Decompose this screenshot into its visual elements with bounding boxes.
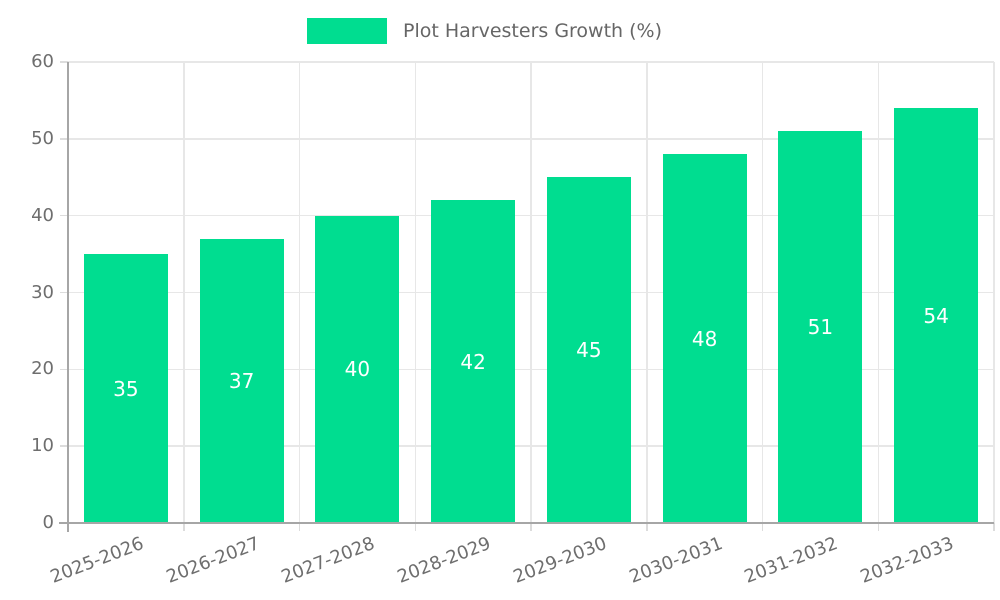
y-tick-label: 40 — [31, 204, 54, 226]
gridline-vertical — [298, 62, 301, 523]
x-tick-label: 2027-2028 — [278, 533, 378, 588]
y-axis-tick — [60, 445, 68, 447]
y-tick-label: 30 — [31, 281, 54, 303]
gridline-vertical — [993, 62, 995, 523]
x-axis-tick — [298, 523, 301, 531]
bar — [83, 254, 168, 523]
x-tick-label: 2031-2032 — [741, 533, 841, 588]
bar — [778, 131, 863, 523]
bar — [662, 154, 747, 523]
bar-value-label: 51 — [807, 315, 834, 340]
gridline-vertical — [414, 62, 416, 523]
x-axis-tick — [993, 523, 995, 531]
x-tick-label: 2030-2031 — [626, 533, 726, 588]
y-tick-label: 0 — [42, 512, 54, 533]
bar-value-label: 35 — [113, 376, 139, 401]
x-tick-label: 2025-2026 — [47, 533, 147, 588]
gridline-vertical — [530, 62, 532, 523]
y-axis-tick — [60, 368, 68, 371]
bar — [894, 108, 979, 523]
bar-value-label: 45 — [576, 338, 602, 363]
bar-value-label: 42 — [460, 349, 486, 374]
y-axis-tick — [60, 214, 68, 217]
bar-value-label: 37 — [228, 368, 255, 393]
y-axis-line — [67, 62, 69, 532]
x-axis-tick — [183, 523, 185, 531]
x-axis-tick — [877, 523, 879, 531]
legend-swatch — [307, 18, 387, 44]
bar — [315, 215, 400, 523]
chart-legend: Plot Harvesters Growth (%) — [307, 18, 662, 44]
gridline-vertical — [183, 62, 185, 523]
y-tick-label: 50 — [31, 127, 54, 149]
bar — [546, 177, 631, 523]
y-tick-label: 10 — [31, 435, 54, 457]
x-tick-label: 2028-2029 — [394, 533, 494, 588]
x-tick-label: 2026-2027 — [163, 533, 263, 588]
bar-value-label: 40 — [344, 357, 371, 382]
gridline-vertical — [877, 62, 879, 523]
x-axis-tick — [646, 523, 648, 531]
x-axis-tick — [530, 523, 532, 531]
y-tick-label: 20 — [31, 358, 54, 380]
x-axis-line — [59, 522, 994, 524]
y-axis-tick — [60, 291, 68, 294]
x-axis-tick — [761, 523, 764, 531]
gridline-vertical — [761, 62, 764, 523]
bar-value-label: 48 — [691, 326, 718, 351]
bar — [431, 200, 516, 523]
x-axis-tick — [414, 523, 416, 531]
gridline-vertical — [646, 62, 648, 523]
bar-value-label: 54 — [923, 303, 949, 328]
bar — [199, 238, 284, 523]
y-axis-tick — [60, 138, 68, 140]
y-axis-tick — [60, 61, 68, 63]
legend-label: Plot Harvesters Growth (%) — [403, 20, 663, 42]
x-tick-label: 2032-2033 — [857, 533, 957, 588]
x-tick-label: 2029-2030 — [510, 533, 610, 588]
y-tick-label: 60 — [31, 51, 54, 72]
